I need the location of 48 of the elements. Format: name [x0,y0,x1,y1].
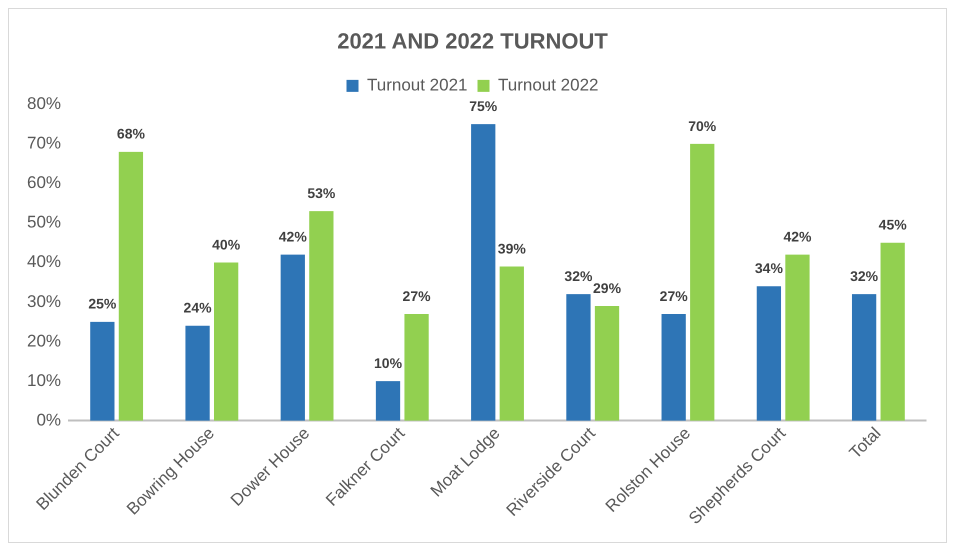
data-label: 70% [688,118,717,134]
data-label: 24% [184,300,212,316]
data-label: 27% [402,288,432,304]
data-label: 32% [850,268,879,284]
data-label: 75% [469,98,498,114]
bar [214,262,238,421]
bar [785,254,810,421]
data-label: 25% [88,296,117,312]
data-label: 29% [593,280,622,296]
bar [376,381,400,421]
legend-label: Turnout 2021 [367,76,468,95]
data-label: 45% [878,216,908,233]
bar [500,266,524,421]
bar [118,152,144,421]
data-label: 39% [498,240,526,256]
bar [594,306,620,421]
data-label: 42% [783,228,812,244]
y-tick-label: 70% [26,134,62,153]
y-tick-label: 50% [26,212,62,232]
bar [185,326,210,421]
data-label: 27% [660,288,688,304]
bar [852,294,876,421]
bar [566,294,591,421]
y-tick-label: 40% [26,252,62,272]
data-label: 10% [374,355,403,372]
y-tick-label: 0% [36,410,62,430]
bar [309,211,334,421]
legend-label: Turnout 2022 [498,76,598,95]
bar [404,314,429,421]
bar [880,242,905,421]
data-label: 34% [754,260,784,276]
y-tick-label: 20% [26,331,62,350]
bar [756,286,782,421]
y-tick-label: 10% [26,370,62,390]
y-tick-label: 30% [26,292,62,311]
chart-title: 2021 AND 2022 TURNOUT [337,28,608,54]
data-label: 53% [307,185,336,202]
y-tick-label: 80% [26,94,62,114]
y-tick-label: 60% [26,173,62,192]
bar [690,144,714,421]
data-label: 68% [116,126,146,142]
bar [471,124,496,421]
bar [280,254,305,421]
bar [90,322,114,421]
data-label: 32% [564,268,594,284]
bar [662,314,686,421]
data-label: 40% [212,236,241,252]
data-label: 42% [278,228,308,244]
